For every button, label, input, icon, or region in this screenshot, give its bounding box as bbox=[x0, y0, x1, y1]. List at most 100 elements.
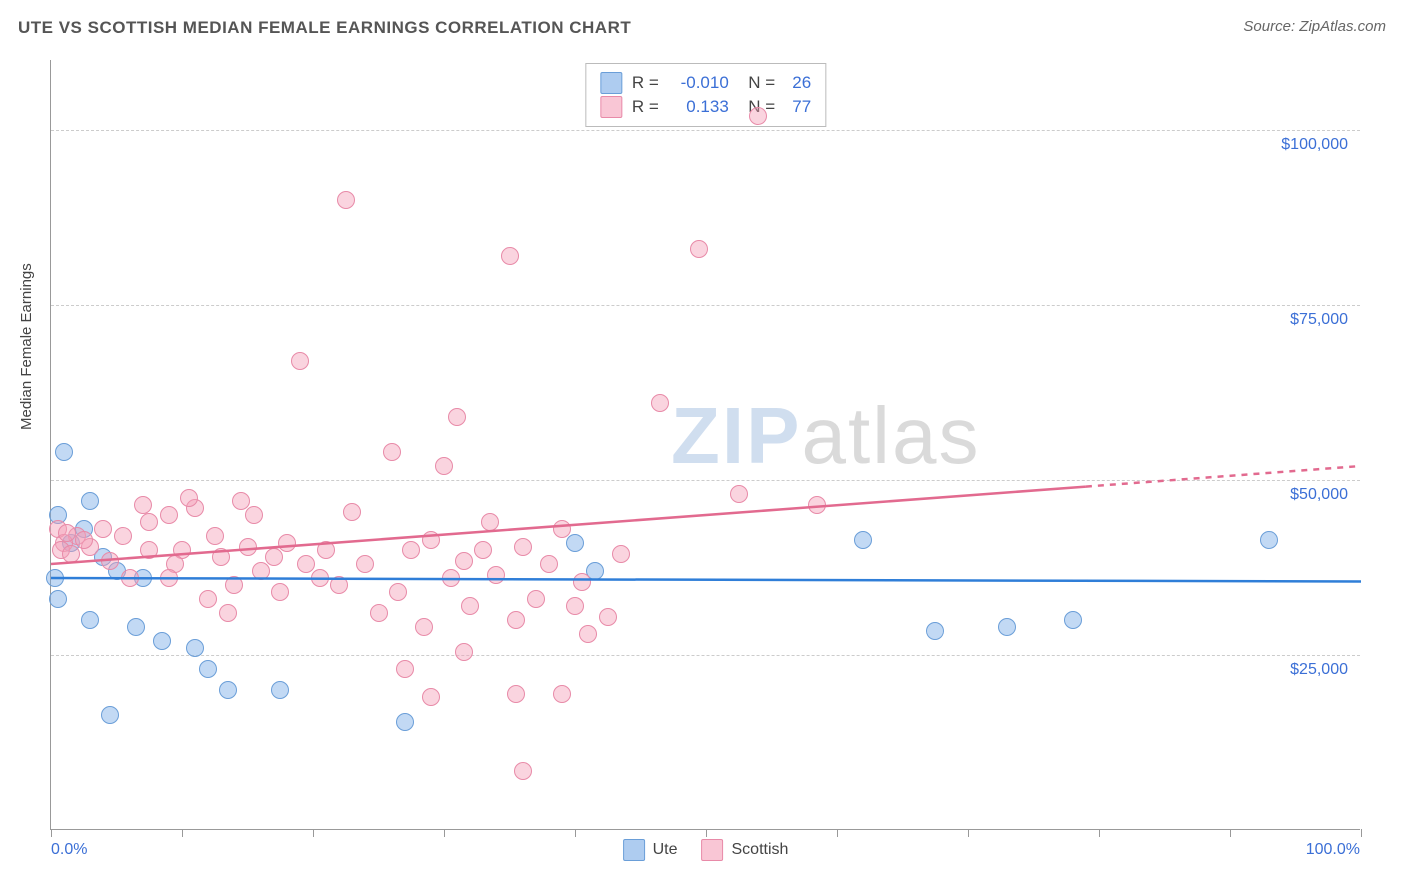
data-point bbox=[58, 524, 76, 542]
data-point bbox=[455, 643, 473, 661]
data-point bbox=[134, 496, 152, 514]
data-point bbox=[389, 583, 407, 601]
x-tick bbox=[51, 829, 52, 837]
data-point bbox=[317, 541, 335, 559]
data-point bbox=[749, 107, 767, 125]
x-tick bbox=[1099, 829, 1100, 837]
data-point bbox=[114, 527, 132, 545]
x-tick bbox=[444, 829, 445, 837]
data-point bbox=[140, 541, 158, 559]
data-point bbox=[566, 534, 584, 552]
data-point bbox=[75, 531, 93, 549]
legend-label: Ute bbox=[653, 841, 678, 859]
legend-r-value: -0.010 bbox=[669, 73, 729, 93]
data-point bbox=[553, 520, 571, 538]
data-point bbox=[422, 688, 440, 706]
legend-n-label: N = bbox=[739, 73, 775, 93]
data-point bbox=[455, 552, 473, 570]
source-attribution: Source: ZipAtlas.com bbox=[1243, 18, 1386, 35]
chart-title: UTE VS SCOTTISH MEDIAN FEMALE EARNINGS C… bbox=[18, 18, 631, 38]
data-point bbox=[199, 660, 217, 678]
y-tick-label: $75,000 bbox=[1290, 311, 1348, 329]
data-point bbox=[612, 545, 630, 563]
legend-label: Scottish bbox=[731, 841, 788, 859]
data-point bbox=[101, 552, 119, 570]
data-point bbox=[81, 492, 99, 510]
data-point bbox=[370, 604, 388, 622]
data-point bbox=[573, 573, 591, 591]
data-point bbox=[186, 639, 204, 657]
legend-swatch bbox=[701, 839, 723, 861]
trend-lines bbox=[51, 60, 1361, 830]
data-point bbox=[448, 408, 466, 426]
y-tick-label: $100,000 bbox=[1281, 136, 1348, 154]
data-point bbox=[153, 632, 171, 650]
y-axis-label: Median Female Earnings bbox=[18, 263, 35, 430]
data-point bbox=[55, 443, 73, 461]
data-point bbox=[514, 762, 532, 780]
data-point bbox=[690, 240, 708, 258]
data-point bbox=[160, 569, 178, 587]
source-link[interactable]: ZipAtlas.com bbox=[1299, 18, 1386, 35]
legend-swatch bbox=[600, 96, 622, 118]
watermark-zip: ZIP bbox=[671, 391, 801, 480]
data-point bbox=[219, 604, 237, 622]
data-point bbox=[422, 531, 440, 549]
data-point bbox=[501, 247, 519, 265]
data-point bbox=[651, 394, 669, 412]
data-point bbox=[199, 590, 217, 608]
data-point bbox=[383, 443, 401, 461]
data-point bbox=[474, 541, 492, 559]
data-point bbox=[271, 681, 289, 699]
data-point bbox=[219, 681, 237, 699]
data-point bbox=[101, 706, 119, 724]
data-point bbox=[46, 569, 64, 587]
x-tick bbox=[1230, 829, 1231, 837]
legend-item: Scottish bbox=[701, 839, 788, 861]
data-point bbox=[926, 622, 944, 640]
legend-stat-row: R = 0.133 N = 77 bbox=[600, 96, 811, 118]
x-tick bbox=[313, 829, 314, 837]
data-point bbox=[180, 489, 198, 507]
data-point bbox=[271, 583, 289, 601]
trend-line-extrapolated bbox=[1086, 466, 1361, 487]
data-point bbox=[808, 496, 826, 514]
data-point bbox=[507, 685, 525, 703]
data-point bbox=[487, 566, 505, 584]
legend-stats: R = -0.010 N = 26R = 0.133 N = 77 bbox=[585, 63, 826, 127]
data-point bbox=[121, 569, 139, 587]
trend-line bbox=[51, 578, 1361, 582]
data-point bbox=[415, 618, 433, 636]
data-point bbox=[1064, 611, 1082, 629]
data-point bbox=[206, 527, 224, 545]
data-point bbox=[481, 513, 499, 531]
data-point bbox=[81, 611, 99, 629]
data-point bbox=[265, 548, 283, 566]
data-point bbox=[998, 618, 1016, 636]
x-tick bbox=[837, 829, 838, 837]
data-point bbox=[442, 569, 460, 587]
data-point bbox=[553, 685, 571, 703]
x-tick bbox=[575, 829, 576, 837]
data-point bbox=[225, 576, 243, 594]
data-point bbox=[402, 541, 420, 559]
watermark-atlas: atlas bbox=[801, 391, 980, 480]
data-point bbox=[579, 625, 597, 643]
data-point bbox=[540, 555, 558, 573]
watermark: ZIPatlas bbox=[671, 390, 980, 482]
legend-stat-row: R = -0.010 N = 26 bbox=[600, 72, 811, 94]
source-label: Source: bbox=[1243, 18, 1295, 35]
data-point bbox=[337, 191, 355, 209]
data-point bbox=[291, 352, 309, 370]
x-tick-label-first: 0.0% bbox=[51, 841, 87, 859]
data-point bbox=[278, 534, 296, 552]
data-point bbox=[730, 485, 748, 503]
data-point bbox=[49, 590, 67, 608]
x-tick-label-last: 100.0% bbox=[1306, 841, 1360, 859]
legend-r-label: R = bbox=[632, 97, 659, 117]
data-point bbox=[330, 576, 348, 594]
gridline bbox=[51, 305, 1360, 306]
gridline bbox=[51, 655, 1360, 656]
data-point bbox=[514, 538, 532, 556]
data-point bbox=[599, 608, 617, 626]
